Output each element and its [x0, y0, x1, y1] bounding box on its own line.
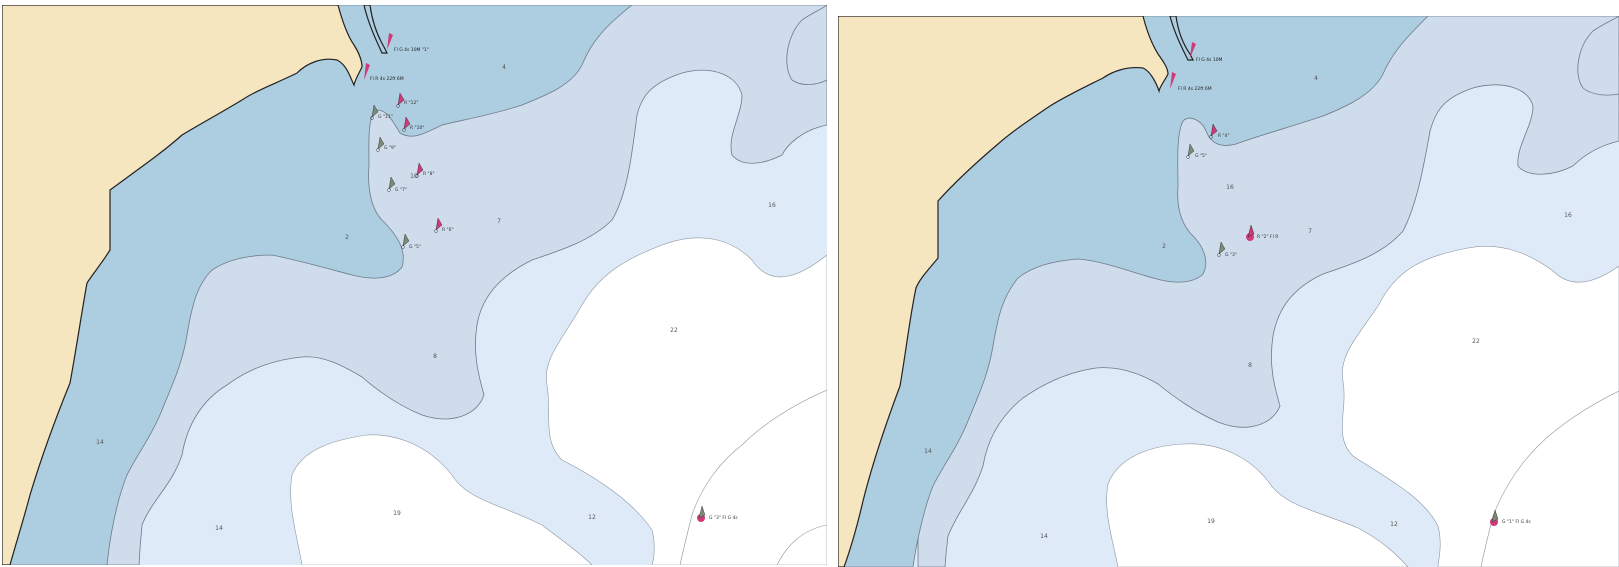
- lighted-buoy-icon: [1247, 224, 1255, 238]
- red-nun-icon: [435, 217, 443, 231]
- buoy-g5[interactable]: G "5": [401, 233, 421, 250]
- light-flare-icon: [364, 63, 370, 80]
- green-can-icon: [388, 176, 396, 190]
- light-beacon-1[interactable]: Fl G 4s 10M: [1190, 42, 1223, 63]
- sounding-14a: 14: [924, 448, 932, 455]
- buoy-g3[interactable]: G "3": [1217, 241, 1237, 258]
- buoy-label: G "5": [409, 244, 421, 250]
- lighted-buoy-icon: [698, 505, 706, 519]
- breakwater: [363, 5, 388, 54]
- contour-east-deep: [1480, 390, 1619, 567]
- deep-basin-southwest: [1106, 443, 1409, 567]
- buoy-label: G "7": [395, 187, 407, 193]
- sounding-22: 22: [670, 327, 678, 334]
- light-flare-icon: [387, 33, 393, 50]
- sounding-4: 4: [502, 64, 506, 71]
- buoy-g7[interactable]: G "7": [387, 176, 407, 193]
- buoy-g1-lighted[interactable]: G "1" Fl G 4s: [1490, 509, 1531, 526]
- deep-basin-east: [545, 237, 827, 565]
- sounding-14b: 14: [1040, 533, 1048, 540]
- depth-area-medium-ne: [786, 5, 827, 85]
- buoy-label: R "10": [410, 125, 424, 131]
- buoy-label: G "9": [384, 145, 396, 151]
- chart-canvas-left: 4 2 7 16 22 8 14 14 19 12 10 Fl G 4s 10M…: [2, 5, 827, 565]
- buoy-label: G "1" Fl G 4s: [1502, 519, 1531, 525]
- contour-southeast: [776, 524, 827, 565]
- buoy-r10[interactable]: R "10": [402, 116, 425, 132]
- chart-canvas-right: 4 2 7 16 22 8 14 14 19 12 16 Fl G 4s 10M…: [838, 16, 1619, 567]
- sounding-4: 4: [1314, 75, 1318, 82]
- buoy-r2-lighted[interactable]: R "2" Fl R: [1246, 224, 1278, 241]
- red-nun-icon: [416, 162, 424, 176]
- buoy-label: R "4": [1218, 133, 1230, 139]
- light-label: Fl R 4s 22ft 6M: [1178, 86, 1212, 92]
- sounding-16: 16: [768, 202, 776, 209]
- buoy-label: R "8": [423, 171, 435, 177]
- light-beacon-2[interactable]: Fl R 4s 22ft 6M: [364, 63, 404, 82]
- light-flare-icon: [1170, 72, 1176, 89]
- light-beacon-2[interactable]: Fl R 4s 22ft 6M: [1170, 72, 1212, 92]
- red-nun-icon: [1210, 123, 1218, 137]
- buoy-label: R "12": [404, 100, 418, 106]
- buoy-r4[interactable]: R "4": [1209, 123, 1230, 139]
- buoy-r12[interactable]: R "12": [396, 92, 419, 108]
- buoy-label: G "11": [378, 114, 393, 120]
- sounding-22: 22: [1472, 338, 1480, 345]
- buoy-label: G "3" Fl G 4s: [709, 515, 738, 521]
- contour-east-deep: [679, 389, 827, 565]
- sounding-12: 12: [588, 514, 596, 521]
- buoy-r6[interactable]: R "6": [434, 217, 454, 233]
- light-label: Fl G 4s 10M "1": [394, 47, 429, 53]
- green-can-icon: [371, 104, 379, 118]
- sounding-16b: 16: [1226, 184, 1234, 191]
- light-label: Fl G 4s 10M: [1196, 57, 1223, 63]
- green-can-icon: [377, 136, 385, 150]
- buoy-g5[interactable]: G "5": [1186, 143, 1207, 159]
- buoy-label: G "5": [1195, 153, 1207, 159]
- light-beacon-1[interactable]: Fl G 4s 10M "1": [387, 33, 429, 53]
- nautical-chart-left[interactable]: 4 2 7 16 22 8 14 14 19 12 10 Fl G 4s 10M…: [2, 5, 827, 565]
- sounding-7: 7: [497, 218, 501, 225]
- buoy-g9[interactable]: G "9": [376, 136, 396, 152]
- red-nun-icon: [397, 92, 405, 106]
- deep-basin-southwest: [290, 434, 593, 565]
- buoy-label: R "2" Fl R: [1257, 234, 1278, 240]
- green-can-icon: [1218, 241, 1226, 255]
- red-nun-icon: [403, 116, 411, 130]
- sounding-19: 19: [393, 510, 401, 517]
- breakwater: [1169, 16, 1194, 61]
- land-mass: [838, 16, 1169, 567]
- buoy-r8[interactable]: R "8": [415, 162, 435, 178]
- sounding-2: 2: [345, 234, 349, 241]
- sounding-14a: 14: [96, 439, 104, 446]
- depth-area-medium-ne: [1577, 16, 1619, 96]
- buoy-label: R "6": [442, 227, 454, 233]
- sounding-12: 12: [1390, 521, 1398, 528]
- deep-basin-east: [1341, 245, 1619, 567]
- sounding-16: 16: [1564, 212, 1572, 219]
- buoy-label: G "3": [1225, 252, 1237, 258]
- light-label: Fl R 4s 22ft 6M: [370, 76, 404, 82]
- nautical-chart-right[interactable]: 4 2 7 16 22 8 14 14 19 12 16 Fl G 4s 10M…: [838, 16, 1619, 567]
- sounding-7: 7: [1308, 228, 1312, 235]
- buoy-g3-lighted[interactable]: G "3" Fl G 4s: [697, 505, 738, 522]
- sounding-8: 8: [433, 353, 437, 360]
- sounding-10: 10: [410, 173, 418, 180]
- sounding-14b: 14: [215, 525, 223, 532]
- light-flare-icon: [1190, 42, 1196, 58]
- sounding-19: 19: [1207, 518, 1215, 525]
- buoy-g11[interactable]: G "11": [370, 104, 393, 120]
- land-mass: [2, 5, 363, 565]
- sounding-8: 8: [1248, 362, 1252, 369]
- green-can-icon: [1187, 143, 1195, 157]
- green-can-icon: [402, 233, 410, 247]
- lighted-buoy-icon: [1491, 509, 1499, 523]
- sounding-2: 2: [1162, 243, 1166, 250]
